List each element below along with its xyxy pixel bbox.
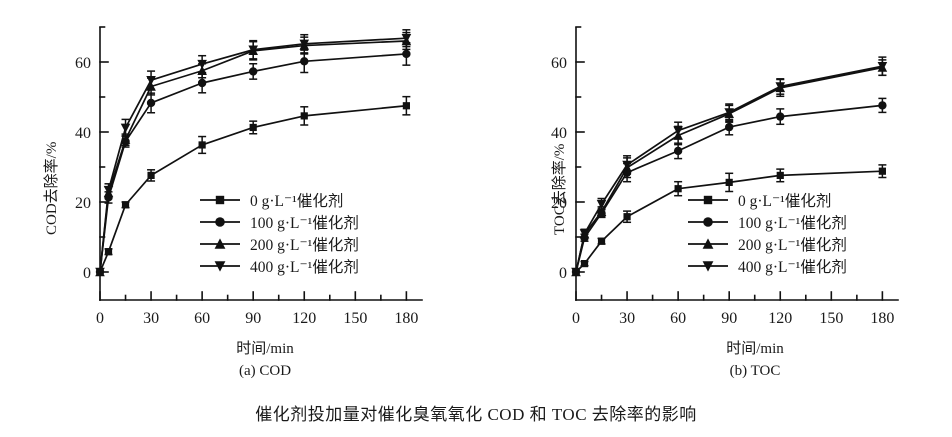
svg-text:30: 30	[619, 310, 635, 327]
svg-text:60: 60	[551, 55, 567, 72]
toc-plot: 0 30 60 90 120 150 180 0 20 40 60 0 g·L⁻¹催化剂 100 g·L…	[551, 26, 899, 327]
svg-text:120: 120	[768, 310, 792, 327]
legend-group: 0 g·L⁻¹催化剂 100 g·L⁻¹催化剂 200 g·L⁻¹催化剂 400 g·…	[688, 192, 847, 276]
series-group	[571, 56, 888, 277]
svg-text:180: 180	[870, 310, 894, 327]
svg-text:200 g·L⁻¹催化剂: 200 g·L⁻¹催化剂	[738, 236, 847, 254]
svg-text:90: 90	[721, 310, 737, 327]
svg-text:150: 150	[819, 310, 843, 327]
svg-text:400 g·L⁻¹催化剂: 400 g·L⁻¹催化剂	[250, 258, 359, 276]
chart-panel-cod: 0 30 60 90 120 150 180 0 20 40 60 0 g·L⁻¹催化剂 100 g·L…	[0, 0, 476, 400]
svg-text:40: 40	[75, 125, 91, 142]
svg-text:60: 60	[75, 55, 91, 72]
svg-text:0 g·L⁻¹催化剂: 0 g·L⁻¹催化剂	[738, 192, 831, 210]
figure-caption: 催化剂投加量对催化臭氧氧化 COD 和 TOC 去除率的影响	[255, 405, 697, 424]
svg-text:60: 60	[670, 310, 686, 327]
svg-text:100 g·L⁻¹催化剂: 100 g·L⁻¹催化剂	[250, 214, 359, 232]
svg-text:0: 0	[559, 265, 567, 282]
cod-subcaption: (a) COD	[238, 363, 292, 379]
cod-x-axis-label: 时间/min	[236, 341, 294, 357]
svg-text:30: 30	[143, 310, 159, 327]
svg-text:0: 0	[96, 310, 104, 327]
toc-y-axis-label: TOC去除率/%	[552, 143, 568, 235]
svg-text:0: 0	[83, 265, 91, 282]
svg-text:150: 150	[343, 310, 367, 327]
legend-group: 0 g·L⁻¹催化剂 100 g·L⁻¹催化剂 200 g·L⁻¹催化剂 400 g·…	[200, 192, 359, 276]
svg-text:180: 180	[394, 310, 418, 327]
svg-text:100 g·L⁻¹催化剂: 100 g·L⁻¹催化剂	[738, 214, 847, 232]
svg-text:0 g·L⁻¹催化剂: 0 g·L⁻¹催化剂	[250, 192, 343, 210]
series-group	[95, 29, 412, 277]
chart-panel-toc: 0 30 60 90 120 150 180 0 20 40 60 0 g·L⁻¹催化剂 100 g·L…	[476, 0, 952, 400]
svg-text:400 g·L⁻¹催化剂: 400 g·L⁻¹催化剂	[738, 258, 847, 276]
svg-text:60: 60	[194, 310, 210, 327]
toc-subcaption: (b) TOC	[729, 363, 781, 379]
svg-text:200 g·L⁻¹催化剂: 200 g·L⁻¹催化剂	[250, 236, 359, 254]
toc-x-axis-label: 时间/min	[726, 341, 784, 357]
svg-text:90: 90	[245, 310, 261, 327]
svg-text:20: 20	[75, 195, 91, 212]
svg-text:0: 0	[572, 310, 580, 327]
svg-text:20: 20	[551, 195, 567, 212]
svg-text:120: 120	[292, 310, 316, 327]
cod-y-axis-label: COD去除率/%	[44, 141, 60, 235]
svg-text:40: 40	[551, 125, 567, 142]
cod-plot: 0 30 60 90 120 150 180 0 20 40 60 0 g·L⁻¹催化剂 100 g·L…	[75, 26, 423, 327]
